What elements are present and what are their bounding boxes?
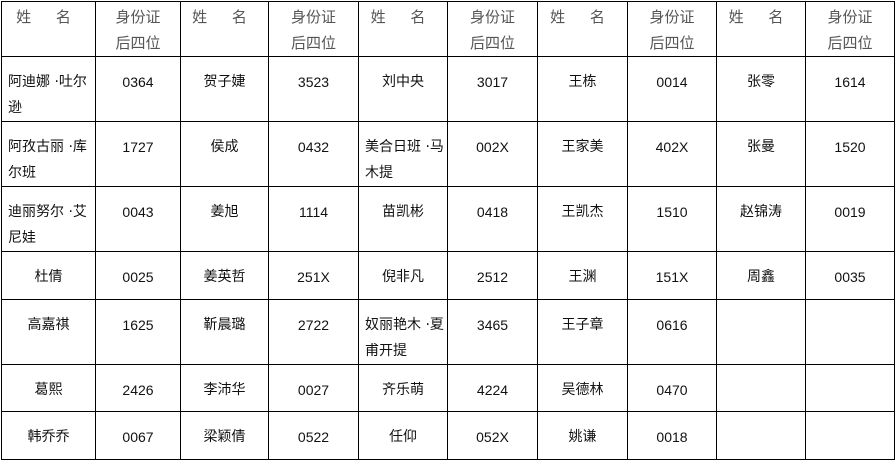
header-id-last4: 身份证 后四位 — [805, 1, 895, 57]
id-last4: 002X — [447, 121, 538, 187]
id-last4: 1614 — [805, 56, 895, 122]
student-name: 周鑫 — [716, 251, 806, 300]
id-last4: 0027 — [268, 364, 359, 412]
id-last4: 1510 — [627, 186, 717, 252]
student-name: 倪非凡 — [358, 251, 448, 300]
id-last4: 052X — [447, 411, 538, 460]
header-id-last4: 身份证 后四位 — [95, 1, 181, 57]
table-row: 韩乔乔 0067 梁颖倩 0522 任仰 052X 姚谦 0018 — [1, 411, 895, 460]
id-last4: 1727 — [95, 121, 181, 187]
header-id-line2: 后四位 — [115, 34, 161, 52]
student-name: 贺子婕 — [180, 56, 269, 122]
id-last4 — [805, 364, 895, 412]
id-last4: 3523 — [268, 56, 359, 122]
header-id-last4: 身份证 后四位 — [447, 1, 538, 57]
student-name: 姚谦 — [537, 411, 628, 460]
id-last4: 1520 — [805, 121, 895, 187]
header-id-line2: 后四位 — [469, 34, 515, 52]
student-name: 靳晨璐 — [180, 299, 269, 365]
table-row: 阿迪娜 ·吐尔逊 0364 贺子婕 3523 刘中央 3017 王栋 0014 张零 1614 — [1, 56, 895, 122]
id-last4: 0418 — [447, 186, 538, 252]
header-id-last4: 身份证 后四位 — [627, 1, 717, 57]
student-name — [716, 411, 806, 460]
student-name: 张曼 — [716, 121, 806, 187]
student-name: 梁颖倩 — [180, 411, 269, 460]
header-name: 姓 名 — [358, 1, 448, 57]
table-row: 葛熙 2426 李沛华 0027 齐乐萌 4224 吴德林 0470 — [1, 364, 895, 412]
student-name: 王子章 — [537, 299, 628, 365]
student-name: 美合日班 ·马木提 — [358, 121, 448, 187]
student-name: 侯成 — [180, 121, 269, 187]
student-name: 王凯杰 — [537, 186, 628, 252]
id-last4: 0019 — [805, 186, 895, 252]
student-name: 迪丽努尔 ·艾尼娃 — [1, 186, 96, 252]
id-last4: 1625 — [95, 299, 181, 365]
student-name: 高嘉祺 — [1, 299, 96, 365]
id-last4: 0043 — [95, 186, 181, 252]
id-last4: 0025 — [95, 251, 181, 300]
id-last4: 2426 — [95, 364, 181, 412]
id-last4: 0067 — [95, 411, 181, 460]
student-name: 王栋 — [537, 56, 628, 122]
header-id-line1: 身份证 — [290, 8, 336, 26]
student-name: 刘中央 — [358, 56, 448, 122]
header-row: 姓 名身份证 后四位姓 名身份证 后四位姓 名身份证 后四位姓 名身份证 后四位姓 名身… — [1, 1, 895, 57]
id-last4: 402X — [627, 121, 717, 187]
student-name: 韩乔乔 — [1, 411, 96, 460]
id-last4: 2722 — [268, 299, 359, 365]
student-name: 吴德林 — [537, 364, 628, 412]
student-name: 葛熙 — [1, 364, 96, 412]
header-name: 姓 名 — [180, 1, 269, 57]
header-id-line1: 身份证 — [649, 8, 695, 26]
table-row: 杜倩 0025 姜英哲 251X 倪非凡 2512 王渊 151X 周鑫 0035 — [1, 251, 895, 300]
header-name: 姓 名 — [716, 1, 806, 57]
id-last4: 0014 — [627, 56, 717, 122]
student-name: 杜倩 — [1, 251, 96, 300]
header-name: 姓 名 — [537, 1, 628, 57]
student-name: 李沛华 — [180, 364, 269, 412]
id-last4: 0364 — [95, 56, 181, 122]
header-id-line2: 后四位 — [649, 34, 695, 52]
student-name: 赵锦涛 — [716, 186, 806, 252]
header-id-line1: 身份证 — [469, 8, 515, 26]
id-last4: 3465 — [447, 299, 538, 365]
header-id-line1: 身份证 — [115, 8, 161, 26]
id-last4: 0522 — [268, 411, 359, 460]
id-last4: 0035 — [805, 251, 895, 300]
id-last4: 1114 — [268, 186, 359, 252]
table-row: 阿孜古丽 ·库尔班 1727 侯成 0432 美合日班 ·马木提 002X 王家美 402X 张… — [1, 121, 895, 187]
student-name: 王渊 — [537, 251, 628, 300]
id-last4 — [805, 411, 895, 460]
student-name: 姜旭 — [180, 186, 269, 252]
student-name: 王家美 — [537, 121, 628, 187]
student-name: 苗凯彬 — [358, 186, 448, 252]
header-id-line2: 后四位 — [290, 34, 336, 52]
header-name: 姓 名 — [1, 1, 96, 57]
id-last4: 0432 — [268, 121, 359, 187]
student-name: 阿孜古丽 ·库尔班 — [1, 121, 96, 187]
id-last4: 251X — [268, 251, 359, 300]
header-id-line2: 后四位 — [827, 34, 873, 52]
id-last4: 0616 — [627, 299, 717, 365]
id-last4 — [805, 299, 895, 365]
student-name: 姜英哲 — [180, 251, 269, 300]
student-name — [716, 364, 806, 412]
table-row: 迪丽努尔 ·艾尼娃 0043 姜旭 1114 苗凯彬 0418 王凯杰 1510 赵锦涛 0019 — [1, 186, 895, 252]
header-id-line1: 身份证 — [827, 8, 873, 26]
table-row: 高嘉祺 1625 靳晨璐 2722 奴丽艳木 ·夏甫开提 3465 王子章 0616 — [1, 299, 895, 365]
student-name: 任仰 — [358, 411, 448, 460]
id-last4: 2512 — [447, 251, 538, 300]
id-last4: 151X — [627, 251, 717, 300]
id-last4: 4224 — [447, 364, 538, 412]
id-last4: 0470 — [627, 364, 717, 412]
student-name: 齐乐萌 — [358, 364, 448, 412]
header-id-last4: 身份证 后四位 — [268, 1, 359, 57]
student-name: 奴丽艳木 ·夏甫开提 — [358, 299, 448, 365]
student-name — [716, 299, 806, 365]
id-last4: 3017 — [447, 56, 538, 122]
student-name: 阿迪娜 ·吐尔逊 — [1, 56, 96, 122]
student-name: 张零 — [716, 56, 806, 122]
id-last4: 0018 — [627, 411, 717, 460]
